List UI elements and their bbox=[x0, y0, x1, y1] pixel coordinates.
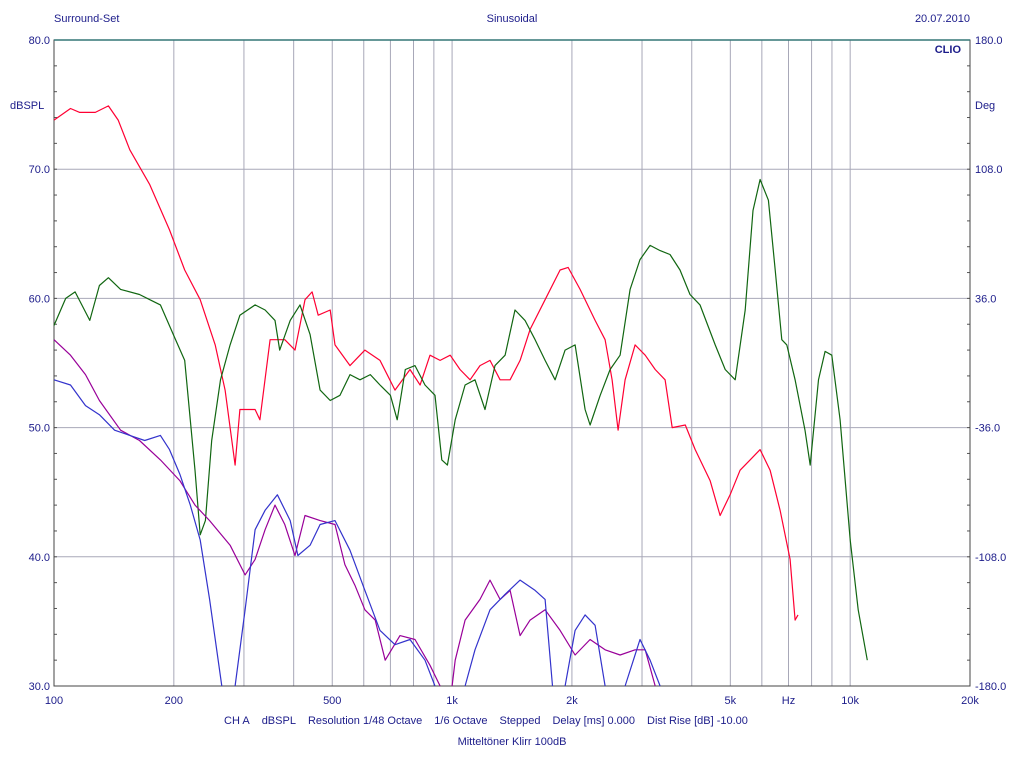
x-tick-label: 10k bbox=[841, 695, 859, 707]
y-axis-label: dBSPL bbox=[10, 100, 44, 112]
footer-setting: dBSPL bbox=[262, 715, 296, 727]
y-tick-label: 80.0 bbox=[29, 35, 50, 47]
x-tick-label: 20k bbox=[961, 695, 979, 707]
x-tick-label: 5k bbox=[725, 695, 737, 707]
grid bbox=[54, 39, 970, 687]
series-red-line bbox=[53, 105, 799, 621]
x-tick-label: Hz bbox=[782, 695, 795, 707]
footer-setting: Dist Rise [dB] -10.00 bbox=[647, 715, 748, 727]
footer-setting: Resolution 1/48 Octave bbox=[308, 715, 422, 727]
y2-tick-label: 36.0 bbox=[975, 293, 996, 305]
x-tick-label: 1k bbox=[446, 695, 458, 707]
x-tick-label: 200 bbox=[165, 695, 183, 707]
header-left: Surround-Set bbox=[54, 13, 119, 25]
series-purple-line bbox=[53, 339, 656, 687]
y-tick-label: 40.0 bbox=[29, 552, 50, 564]
y2-tick-label: -180.0 bbox=[975, 681, 1006, 693]
x-tick-labels: 100 200 500 1k 2k 5k Hz 10k 20k bbox=[45, 695, 980, 707]
footer-setting: CH A bbox=[224, 715, 250, 727]
y2-tick-label: -108.0 bbox=[975, 552, 1006, 564]
header-date: 20.07.2010 bbox=[915, 13, 970, 25]
y-tick-label: 30.0 bbox=[29, 681, 50, 693]
y2-tick-label: 180.0 bbox=[975, 35, 1003, 47]
clio-brand: CLIO bbox=[935, 44, 962, 56]
series-group bbox=[53, 105, 868, 687]
header-center: Sinusoidal bbox=[487, 13, 538, 25]
series-blue-line bbox=[53, 379, 661, 687]
y-tick-label: 70.0 bbox=[29, 164, 50, 176]
y-tick-label: 60.0 bbox=[29, 293, 50, 305]
x-tick-label: 2k bbox=[566, 695, 578, 707]
y-tick-label: 50.0 bbox=[29, 423, 50, 435]
footer-setting: Delay [ms] 0.000 bbox=[552, 715, 635, 727]
x-tick-label: 500 bbox=[323, 695, 341, 707]
footer-setting: Stepped bbox=[500, 715, 541, 727]
footer-title: Mitteltöner Klirr 100dB bbox=[458, 736, 567, 748]
series-green-line bbox=[53, 178, 868, 661]
y2-tick-label: -36.0 bbox=[975, 423, 1000, 435]
axes: 80.0 70.0 60.0 50.0 40.0 30.0 180.0 108.0 36.0 -3… bbox=[29, 35, 1007, 693]
x-tick-label: 100 bbox=[45, 695, 63, 707]
footer-setting: 1/6 Octave bbox=[434, 715, 487, 727]
y2-tick-label: 108.0 bbox=[975, 164, 1003, 176]
y2-axis-label: Deg bbox=[975, 100, 995, 112]
footer-settings: CH A dBSPL Resolution 1/48 Octave 1/6 Octav… bbox=[224, 715, 748, 727]
